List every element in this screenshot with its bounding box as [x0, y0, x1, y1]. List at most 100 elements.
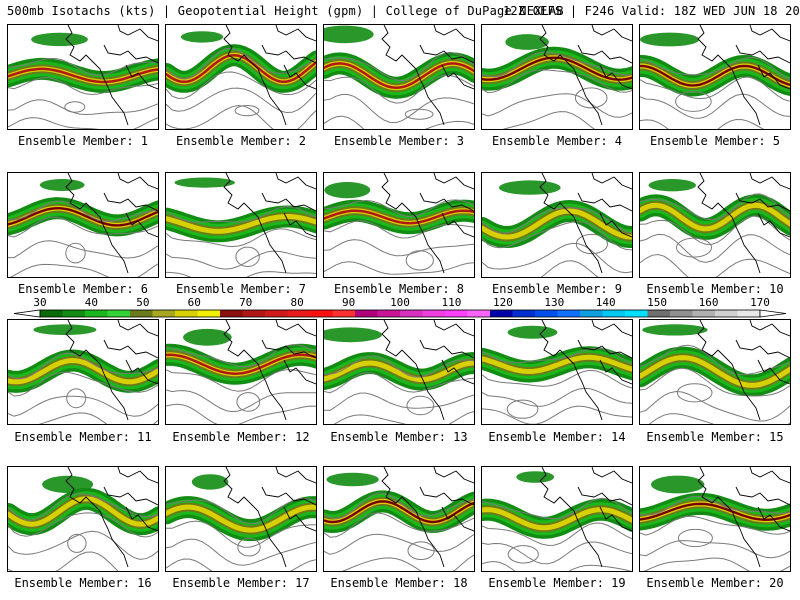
- coastline-borders: [381, 320, 474, 421]
- colorbar-tick-label: 170: [750, 296, 770, 309]
- jet-isotach-band: [324, 62, 474, 90]
- isotach-shading: [39, 179, 85, 191]
- height-contour: [324, 372, 474, 394]
- isotach-shading: [174, 177, 235, 188]
- jet-isotach-band: [640, 65, 790, 87]
- ensemble-member-caption: Ensemble Member: 15: [646, 430, 784, 444]
- coastline-borders: [381, 173, 474, 274]
- coastline-borders: [223, 25, 316, 126]
- closed-height-contour: [64, 101, 86, 113]
- height-contour: [8, 395, 158, 417]
- map-svg: [482, 467, 632, 571]
- colorbar-swatch: [62, 310, 86, 317]
- map-svg: [640, 467, 790, 571]
- height-contour: [8, 530, 158, 560]
- ensemble-map-panel: [481, 172, 633, 278]
- colorbar-left-arrow: [13, 309, 41, 318]
- ensemble-member-caption: Ensemble Member: 12: [172, 430, 310, 444]
- jet-isotach-band: [640, 355, 790, 388]
- coastline-borders: [539, 320, 632, 421]
- height-contour: [166, 403, 316, 424]
- height-contour: [8, 200, 158, 222]
- height-contour: [8, 77, 158, 96]
- closed-height-contour: [676, 383, 713, 403]
- closed-height-contour: [407, 541, 435, 560]
- height-contour: [324, 261, 474, 275]
- height-contour: [482, 221, 632, 251]
- height-contour: [640, 215, 790, 245]
- coastline-borders: [223, 467, 316, 568]
- closed-height-contour: [677, 528, 713, 548]
- isotach-shading: [516, 471, 555, 483]
- ensemble-map-panel: [481, 319, 633, 425]
- height-contour: [482, 387, 632, 407]
- height-contour: [8, 99, 158, 116]
- colorbar-swatch: [175, 310, 198, 317]
- jet-isotach-band: [166, 214, 316, 234]
- ensemble-map-panel: [7, 24, 159, 130]
- colorbar-right-arrow: [759, 309, 787, 318]
- map-svg: [8, 320, 158, 424]
- coastline-borders: [65, 467, 158, 568]
- height-contour: [166, 228, 316, 248]
- map-svg: [166, 173, 316, 277]
- height-contour: [8, 371, 158, 397]
- jet-isotach-band: [8, 207, 158, 227]
- isotach-shading: [642, 324, 708, 336]
- ensemble-map-panel: [481, 24, 633, 130]
- height-contour: [8, 117, 158, 129]
- colorbar-tick-label: 70: [239, 296, 252, 309]
- height-contour: [482, 242, 632, 274]
- height-contour: [8, 216, 158, 238]
- height-contour: [8, 551, 119, 571]
- colorbar-svg: 30 40 50 60 70 80 90 100 110 120 130 140 150 160 170: [13, 296, 787, 318]
- map-svg: [324, 173, 474, 275]
- height-contour: [166, 271, 316, 277]
- coastline-borders: [223, 320, 316, 421]
- colorbar-swatch: [692, 310, 716, 317]
- height-contour: [333, 411, 474, 424]
- colorbar-tick-label: 90: [342, 296, 355, 309]
- closed-height-contour: [405, 250, 434, 271]
- height-contour: [502, 111, 595, 129]
- closed-height-contour: [506, 399, 539, 419]
- colorbar-tick-label: 60: [188, 296, 201, 309]
- ensemble-member-caption: Ensemble Member: 6: [17, 282, 149, 296]
- height-contour: [482, 522, 632, 546]
- height-contour: [324, 94, 474, 124]
- height-contour: [9, 263, 158, 277]
- jet-isotach-band: [482, 56, 632, 81]
- jet-isotach-band: [324, 500, 474, 523]
- height-contour: [482, 51, 632, 78]
- height-contour: [324, 392, 474, 411]
- colorbar-swatch: [355, 310, 378, 317]
- height-contour: [482, 69, 632, 94]
- closed-height-contour: [507, 545, 539, 564]
- closed-height-contour: [676, 237, 712, 258]
- height-contour: [166, 344, 316, 368]
- closed-height-contour: [67, 533, 87, 553]
- colorbar-tick-label: 50: [136, 296, 149, 309]
- map-svg: [8, 467, 158, 571]
- height-contour: [482, 405, 632, 424]
- isotach-shading: [505, 34, 549, 50]
- coastline-borders: [539, 173, 632, 274]
- height-contour: [640, 253, 790, 277]
- height-contour: [640, 495, 790, 516]
- height-contour: [8, 352, 158, 380]
- ensemble-member-caption: Ensemble Member: 20: [646, 576, 784, 590]
- height-contour: [166, 250, 316, 270]
- colorbar-tick-label: 140: [596, 296, 616, 309]
- colorbar-swatch: [40, 310, 63, 317]
- colorbar-swatch: [242, 310, 266, 317]
- colorbar-swatch: [580, 310, 603, 317]
- ensemble-map-panel: [165, 466, 317, 572]
- map-svg: [166, 25, 316, 129]
- isotach-shading: [648, 179, 696, 192]
- coastline-borders: [65, 173, 158, 274]
- ensemble-map-panel: [323, 24, 475, 130]
- colorbar-tick-label: 150: [647, 296, 667, 309]
- height-contour: [643, 557, 790, 571]
- colorbar-swatch: [287, 310, 311, 317]
- height-contour: [166, 558, 316, 571]
